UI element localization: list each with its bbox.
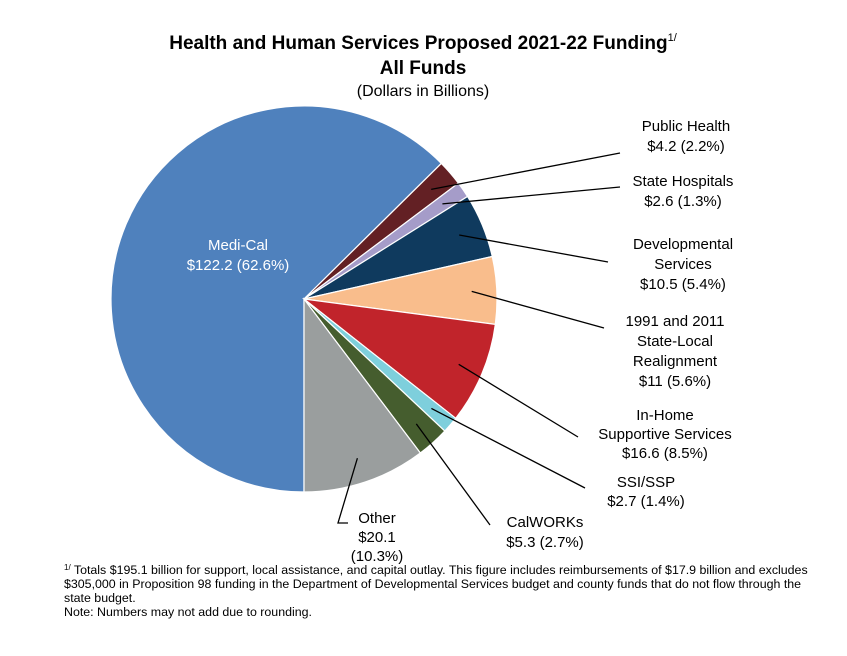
slice-label-in-home-supportive-services: In-Home Supportive Services $16.6 (8.5%)	[598, 407, 731, 462]
leader-line-developmental-services	[459, 234, 609, 263]
leader-line-ssi-ssp	[431, 407, 586, 489]
pie-slice-in-home-supportive-services	[301, 298, 496, 420]
slice-label-state-hospitals: State Hospitals $2.6 (1.3%)	[633, 173, 734, 210]
slice-label-developmental-services: Developmental Services $10.5 (5.4%)	[633, 236, 733, 293]
leader-line-public-health	[431, 152, 621, 191]
chart-subtitle: (Dollars in Billions)	[357, 83, 489, 100]
slice-label-ssi-ssp: SSI/SSP $2.7 (1.4%)	[607, 474, 685, 510]
leader-lines	[337, 152, 621, 526]
slice-labels: Medi-Cal $122.2 (62.6%) Public Health $4.2 …	[187, 118, 734, 565]
rounding-note: Note: Numbers may not add due to roundin…	[64, 605, 312, 619]
footnote-marker: 1/	[64, 563, 71, 572]
leader-line-other	[337, 458, 359, 524]
footnote: 1/ Totals $195.1 billion for support, lo…	[64, 563, 824, 619]
slice-label-other: Other $20.1 (10.3%)	[351, 510, 404, 565]
pie-slice-medi-cal	[110, 105, 443, 493]
footnote-body: Totals $195.1 billion for support, local…	[64, 563, 808, 605]
title-footnote-marker: 1/	[668, 32, 678, 44]
slice-label-1991-and-2011-state-local-realignment: 1991 and 2011 State-Local Realignment $11 (…	[626, 313, 725, 390]
slice-label-calworks: CalWORKs $5.3 (2.7%)	[506, 514, 584, 551]
chart-title-line2: All Funds	[380, 58, 467, 79]
leader-line-1991-and-2011-state-local-realignment	[471, 290, 605, 329]
chart-title: Health and Human Services Proposed 2021-…	[169, 32, 677, 54]
slice-label-medi-cal: Medi-Cal $122.2 (62.6%)	[187, 237, 290, 274]
slice-label-public-health: Public Health $4.2 (2.2%)	[642, 118, 730, 155]
leader-line-in-home-supportive-services	[458, 363, 579, 438]
pie-slice-other	[303, 297, 422, 493]
footnote-text: 1/ Totals $195.1 billion for support, lo…	[64, 563, 824, 605]
leader-line-state-hospitals	[442, 186, 621, 205]
pie-slices	[110, 105, 498, 493]
leader-line-calworks	[415, 423, 491, 526]
